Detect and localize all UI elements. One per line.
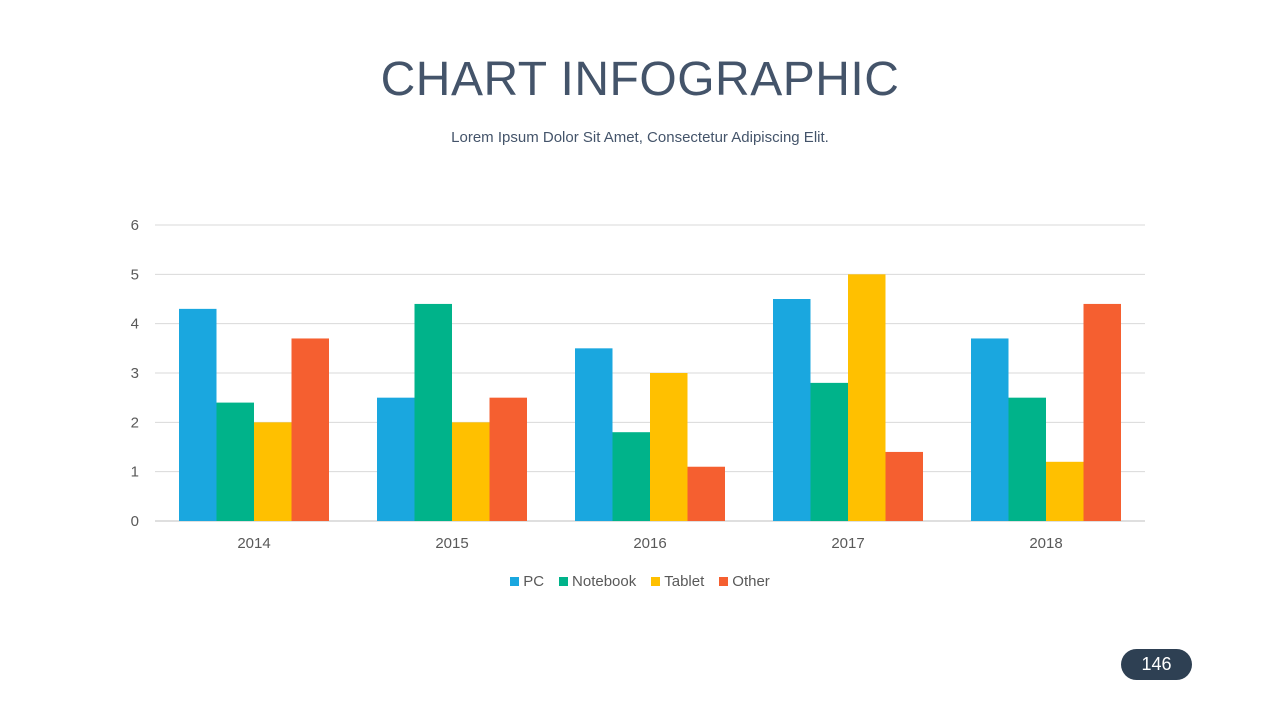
bar-notebook-2015	[414, 303, 452, 521]
y-tick-label: 2	[131, 414, 139, 431]
bar-other-2017	[885, 451, 923, 521]
bar-tablet-2015	[452, 422, 490, 521]
y-tick-label: 3	[131, 365, 139, 382]
bar-pc-2015	[377, 397, 415, 521]
bar-other-2014	[291, 338, 329, 521]
bar-pc-2014	[179, 308, 217, 521]
y-axis-ticks: 0 1 2 3 4 5 6	[131, 217, 139, 530]
bar-notebook-2018	[1008, 397, 1046, 521]
bar-pc-2016	[575, 348, 613, 521]
bars	[179, 274, 1121, 521]
legend-label: PC	[523, 573, 545, 590]
legend-label: Tablet	[664, 573, 705, 590]
bar-pc-2018	[971, 338, 1009, 521]
legend-item-pc: PC	[510, 573, 544, 590]
x-tick-label: 2016	[633, 535, 666, 552]
bar-pc-2017	[773, 299, 811, 521]
x-tick-label: 2018	[1029, 535, 1062, 552]
bar-notebook-2016	[612, 432, 650, 521]
legend-label: Other	[732, 573, 770, 590]
legend-label: Notebook	[572, 573, 637, 590]
bar-other-2018	[1083, 303, 1121, 521]
y-tick-label: 1	[131, 464, 139, 481]
legend-swatch	[651, 577, 661, 586]
legend-swatch	[559, 577, 569, 586]
bar-tablet-2017	[848, 274, 886, 521]
bar-notebook-2014	[216, 402, 254, 521]
slide-title: CHART INFOGRAPHIC	[380, 53, 900, 106]
x-tick-label: 2017	[831, 535, 864, 552]
legend-item-tablet: Tablet	[651, 573, 704, 590]
y-tick-label: 4	[131, 316, 139, 333]
x-tick-label: 2015	[435, 535, 468, 552]
bar-tablet-2018	[1046, 461, 1084, 521]
bar-notebook-2017	[810, 382, 848, 521]
x-axis-ticks: 2014 2015 2016 2017 2018	[237, 535, 1062, 552]
y-tick-label: 6	[131, 217, 139, 234]
legend-item-other: Other	[719, 573, 770, 590]
bar-tablet-2016	[650, 373, 688, 521]
chart-legend: PC Notebook Tablet Other	[0, 573, 1280, 590]
legend-item-notebook: Notebook	[559, 573, 636, 590]
slide-subtitle: Lorem Ipsum Dolor Sit Amet, Consectetur …	[451, 129, 829, 146]
page-number-badge: 146	[1121, 649, 1192, 680]
bar-tablet-2014	[254, 422, 292, 521]
y-tick-label: 5	[131, 266, 139, 283]
legend-swatch	[510, 577, 520, 586]
bar-other-2015	[489, 397, 527, 521]
legend-swatch	[719, 577, 729, 586]
x-tick-label: 2014	[237, 535, 270, 552]
y-tick-label: 0	[131, 513, 139, 530]
bar-other-2016	[687, 466, 725, 521]
